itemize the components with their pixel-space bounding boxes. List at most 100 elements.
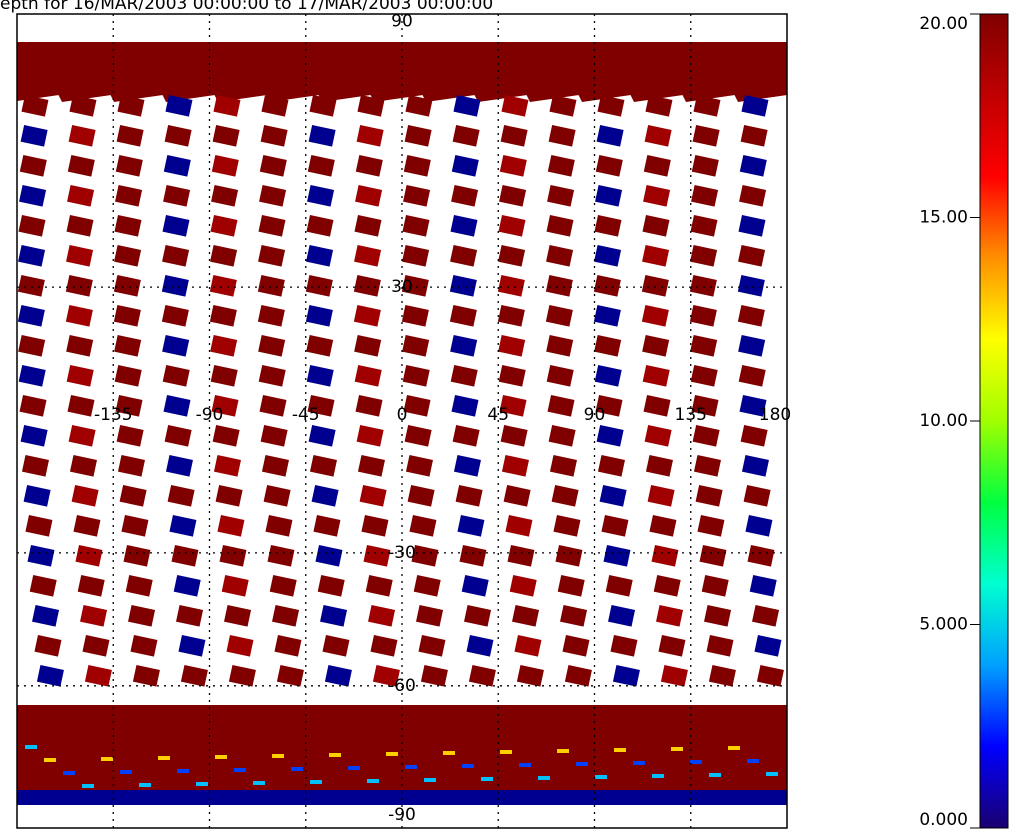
swath-cell: [322, 635, 350, 657]
swath-cell: [507, 544, 535, 567]
swath-cell: [372, 664, 400, 687]
antarctic-speck: [329, 753, 341, 757]
swath-cell: [356, 125, 384, 147]
swath-cell: [594, 365, 622, 387]
swath-cell: [499, 185, 527, 207]
antarctic-speck: [63, 771, 75, 775]
swath-cell: [747, 544, 775, 567]
swath-cell: [257, 275, 285, 297]
swath-cell: [306, 364, 334, 387]
swath-cell: [163, 155, 191, 177]
swath-cell: [210, 334, 238, 357]
swath-cell: [20, 424, 48, 447]
swath-cell: [594, 334, 622, 357]
swath-cell: [115, 185, 143, 207]
swath-cell: [368, 605, 396, 627]
swath-cell: [116, 424, 144, 447]
antarctic-speck: [671, 747, 683, 751]
swath-cell: [308, 425, 336, 447]
swath-cell: [647, 485, 675, 507]
swath-cell: [162, 215, 190, 237]
swath-cell: [161, 274, 189, 297]
swath-cell: [503, 484, 531, 507]
swath-cell: [546, 334, 574, 357]
lon-label: -90: [196, 405, 224, 425]
swath-cell: [306, 335, 334, 357]
swath-cell: [459, 545, 487, 567]
swath-cell: [75, 544, 103, 567]
swath-cell: [173, 574, 201, 597]
antarctic-speck: [291, 767, 303, 771]
swath-cell: [308, 125, 336, 147]
swath-cell: [404, 424, 432, 447]
antarctic-speck: [747, 759, 759, 763]
swath-cell: [305, 275, 333, 297]
swath-cell: [324, 664, 352, 687]
swath-cell: [114, 245, 142, 267]
swath-cell: [73, 514, 101, 537]
swath-cell: [420, 665, 448, 687]
swath-cell: [644, 125, 672, 147]
antarctic-speck: [272, 754, 284, 758]
swath-cell: [695, 485, 723, 507]
lon-label: 90: [584, 405, 606, 425]
antarctic-speck: [215, 755, 227, 759]
swath-cell: [739, 154, 767, 177]
swath-cell: [642, 334, 670, 357]
swath-cell: [545, 304, 573, 327]
swath-cell: [228, 665, 256, 687]
swath-cell: [261, 95, 289, 117]
swath-cell: [461, 575, 489, 597]
colorbar-tick-label: 0.000: [919, 810, 968, 830]
swath-cell: [601, 514, 629, 537]
swath-cell: [67, 155, 95, 177]
antarctic-speck: [633, 761, 645, 765]
swath-cell: [656, 605, 684, 627]
swath-cell: [612, 665, 640, 687]
antarctic-speck: [82, 784, 94, 788]
swath-cell: [114, 215, 142, 237]
swath-cell: [453, 455, 481, 477]
antarctic-speck: [557, 749, 569, 753]
arctic-swath: [708, 42, 787, 102]
lon-label: 135: [675, 405, 707, 425]
swath-cell: [754, 634, 782, 657]
swath-cell: [690, 245, 718, 267]
antarctic-speck: [424, 778, 436, 782]
swath-cell: [689, 304, 717, 327]
swath-cell: [162, 335, 190, 357]
antarctic-speck: [766, 772, 778, 776]
swath-cell: [27, 545, 55, 567]
antarctic-speck: [158, 756, 170, 760]
swath-cell: [642, 215, 670, 237]
swath-cell: [499, 154, 527, 177]
swath-cell: [498, 334, 526, 357]
swath-cell: [708, 665, 736, 687]
swath-cell: [217, 514, 245, 537]
swath-cell: [307, 154, 335, 177]
swath-cell: [258, 335, 286, 357]
swath-cell: [18, 334, 46, 357]
antarctic-speck: [44, 758, 56, 762]
swath-cell: [501, 455, 529, 477]
swath-cell: [219, 544, 247, 567]
swath-cell: [690, 365, 718, 387]
swath-cell: [660, 665, 688, 687]
swath-cell: [354, 334, 382, 357]
lon-label: -135: [94, 405, 133, 425]
swath-cell: [699, 544, 727, 567]
swath-cell: [65, 274, 93, 297]
swath-cell: [209, 275, 237, 297]
antarctic-speck: [614, 748, 626, 752]
swath-cell: [315, 545, 343, 567]
swath-cell: [610, 634, 638, 657]
swath-cell: [212, 125, 240, 147]
swath-cell: [68, 424, 96, 447]
swath-cell: [693, 95, 721, 117]
swath-cell: [162, 365, 190, 387]
swath-cell: [690, 214, 718, 237]
swath-cell: [752, 604, 780, 627]
swath-cell: [161, 304, 189, 327]
swath-cell: [307, 394, 335, 417]
swath-cell: [468, 665, 496, 687]
